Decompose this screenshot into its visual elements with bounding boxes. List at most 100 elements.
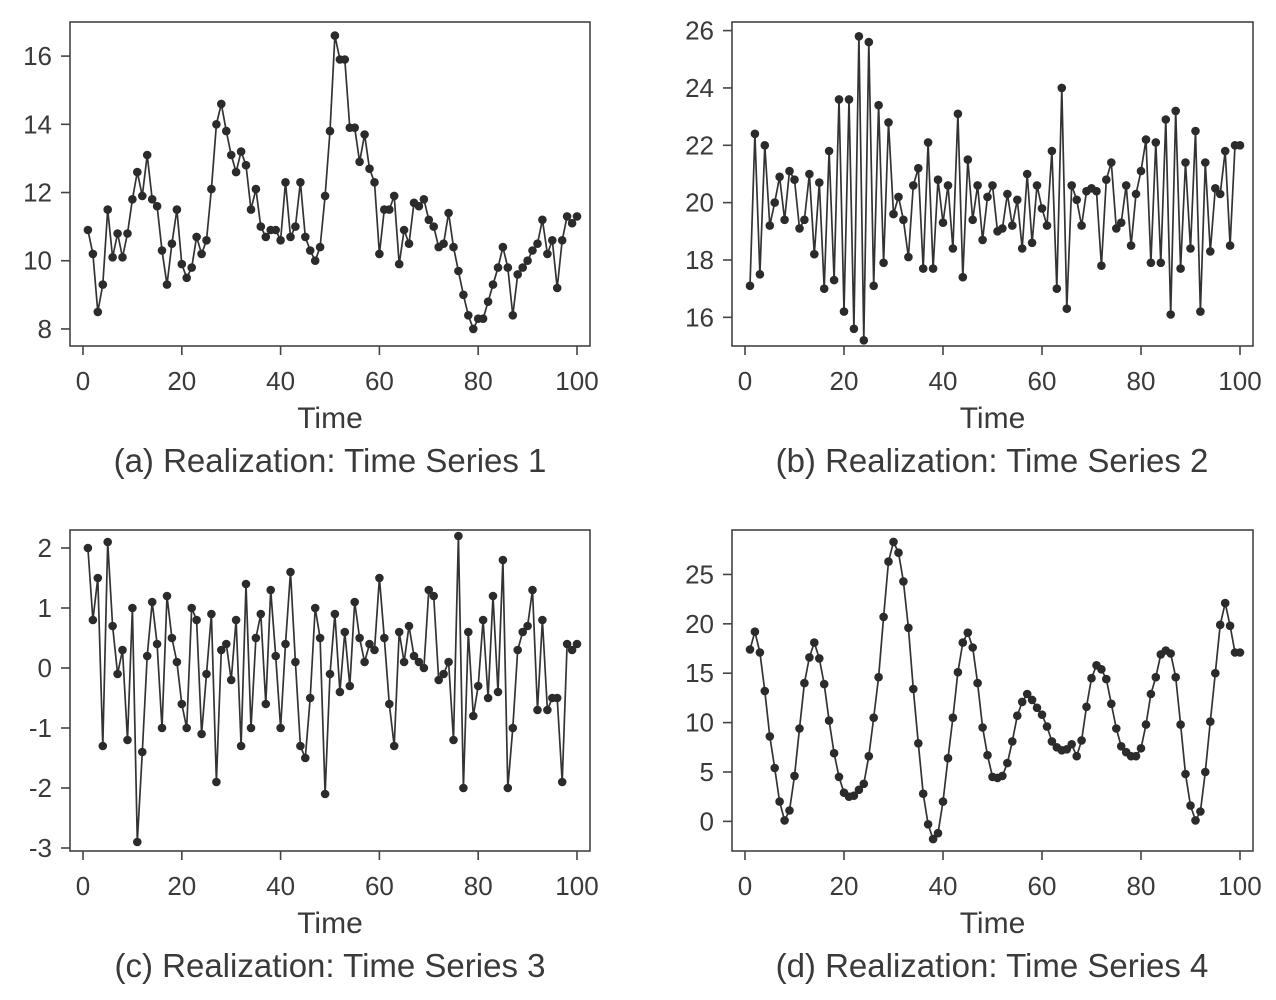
data-point-d: [760, 686, 770, 696]
data-point-a: [231, 167, 241, 177]
data-point-a: [207, 184, 216, 194]
data-point-c: [459, 783, 468, 793]
data-point-b: [1008, 221, 1017, 230]
data-point-d: [1077, 736, 1086, 745]
data-point-c: [335, 687, 345, 697]
data-point-d: [968, 643, 977, 652]
data-point-b: [755, 270, 765, 279]
x-tick-label-a: 20: [167, 366, 196, 396]
plot-frame-c: [69, 529, 591, 852]
data-point-c: [488, 591, 498, 601]
data-point-a: [93, 307, 103, 317]
data-point-d: [904, 623, 913, 633]
data-point-d: [923, 820, 933, 829]
data-point-a: [192, 232, 201, 242]
data-point-a: [177, 259, 187, 269]
data-point-d: [909, 684, 918, 694]
data-point-c: [498, 555, 508, 565]
data-point-a: [142, 150, 152, 160]
data-point-d: [943, 753, 953, 763]
data-point-b: [988, 181, 997, 190]
data-point-b: [1102, 175, 1111, 184]
data-point-d: [1102, 674, 1111, 684]
data-point-d: [933, 828, 943, 838]
data-point-d: [889, 537, 898, 547]
data-point-d: [963, 628, 973, 637]
data-point-d: [780, 816, 789, 825]
data-point-c: [187, 603, 196, 613]
data-point-a: [543, 249, 552, 259]
x-tick-label-a: 60: [365, 366, 394, 396]
data-point-a: [157, 246, 167, 255]
data-point-d: [800, 678, 809, 688]
data-point-b: [810, 249, 819, 259]
data-point-b: [998, 224, 1007, 233]
data-point-b: [1131, 189, 1141, 199]
data-point-c: [538, 615, 547, 625]
y-tick-label-a: 12: [23, 178, 52, 208]
data-point-c: [508, 723, 518, 733]
data-point-c: [192, 615, 201, 625]
data-point-b: [829, 275, 839, 285]
x-tick-label-a: 100: [555, 366, 598, 396]
data-point-a: [370, 178, 379, 187]
data-point-d: [829, 748, 839, 758]
data-point-b: [879, 258, 888, 268]
data-point-c: [217, 645, 226, 655]
data-point-a: [108, 252, 117, 262]
x-tick-label-b: 0: [738, 366, 752, 396]
data-point-b: [1037, 204, 1047, 213]
data-point-b: [918, 264, 928, 273]
x-tick-label-a: 40: [266, 366, 295, 396]
data-point-a: [162, 280, 172, 289]
data-point-d: [1003, 758, 1012, 768]
data-point-b: [1077, 221, 1086, 230]
series-line-a: [87, 34, 578, 330]
data-point-a: [385, 205, 394, 214]
data-point-d: [1008, 737, 1017, 746]
data-point-b: [780, 215, 789, 225]
data-point-d: [978, 723, 987, 732]
data-point-c: [261, 699, 271, 709]
y-tick-label-a: 8: [38, 314, 52, 344]
data-point-c: [330, 609, 340, 619]
y-tick-label-d: 0: [700, 806, 714, 836]
x-tick-label-b: 100: [1218, 366, 1261, 396]
data-point-a: [498, 242, 508, 252]
data-point-c: [83, 543, 93, 553]
data-point-b: [834, 95, 844, 104]
data-point-b: [1116, 218, 1126, 227]
data-point-b: [889, 209, 898, 219]
data-point-c: [464, 627, 473, 637]
data-point-d: [1047, 737, 1057, 746]
x-tick-label-a: 80: [464, 366, 493, 396]
data-point-c: [533, 705, 542, 715]
data-point-c: [202, 669, 211, 679]
data-point-b: [884, 118, 893, 127]
data-point-a: [123, 229, 132, 238]
data-point-d: [785, 806, 794, 815]
y-tick-label-c: 0: [38, 653, 52, 683]
data-point-c: [113, 669, 122, 679]
data-point-a: [360, 130, 369, 139]
data-point-b: [894, 192, 903, 202]
x-axis-title-a: Time: [297, 402, 363, 435]
data-point-d: [1112, 724, 1121, 733]
data-point-c: [360, 657, 369, 667]
data-point-a: [424, 215, 434, 225]
data-point-d: [1186, 801, 1195, 810]
data-point-c: [226, 675, 236, 685]
data-point-b: [943, 181, 953, 190]
data-point-b: [1072, 195, 1081, 205]
data-point-b: [1052, 284, 1062, 294]
data-point-d: [775, 797, 784, 806]
x-tick-label-d: 60: [1028, 871, 1057, 901]
data-point-c: [251, 633, 261, 643]
data-point-d: [765, 732, 775, 741]
data-point-c: [108, 621, 117, 631]
data-point-d: [1027, 695, 1037, 705]
y-tick-label-c: 2: [38, 533, 52, 563]
y-tick-label-c: 1: [38, 593, 52, 623]
data-point-b: [800, 215, 809, 225]
